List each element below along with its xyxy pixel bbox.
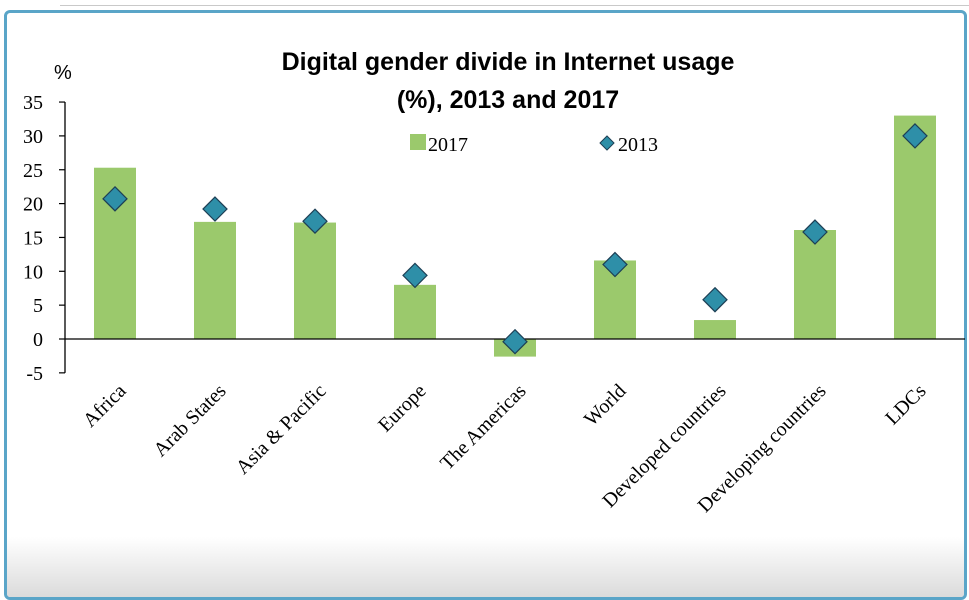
chart-svg: % Digital gender divide in Internet usag… (23, 48, 965, 517)
y-tick-label: 5 (33, 295, 43, 317)
bar-2017 (394, 284, 436, 339)
legend-swatch-2017 (410, 134, 426, 150)
y-axis-unit-label: % (54, 62, 72, 84)
y-tick-label: 30 (23, 126, 43, 148)
x-category-label: The Americas (436, 380, 531, 475)
marker-2013 (302, 208, 328, 235)
bar-2017 (894, 115, 936, 339)
plot-area: 35 30 25 20 15 10 5 0 -5 Africa Arab States Asia & … (23, 92, 965, 517)
chart-title-line-1: Digital gender divide in Internet usage (282, 48, 735, 76)
x-category-label: Asia & Pacific (232, 380, 331, 479)
legend-label-2013: 2013 (618, 134, 658, 156)
x-category-label: LDCs (881, 380, 930, 429)
chart-title-line-2: (%), 2013 and 2017 (397, 86, 619, 114)
legend-swatch-2013 (599, 135, 615, 151)
x-category-label: Africa (79, 380, 131, 432)
marker-2013 (202, 196, 228, 222)
y-tick-label: 25 (23, 160, 43, 182)
y-tick-label: 10 (23, 261, 43, 283)
marker-2013 (502, 328, 528, 355)
top-rule (60, 5, 969, 6)
x-category-label: Arab States (149, 380, 230, 461)
y-tick-label: 0 (33, 329, 43, 351)
legend: 2017 2013 (410, 134, 658, 156)
bar-2017 (794, 230, 836, 339)
marker-2013 (602, 251, 628, 278)
x-category-label: Europe (374, 380, 430, 436)
marker-2013 (702, 286, 728, 313)
marker-2013 (402, 262, 428, 289)
bar-2017 (294, 222, 336, 339)
y-tick-label: 20 (23, 194, 43, 216)
bar-2017 (694, 320, 736, 339)
y-tick-label: 15 (23, 227, 43, 249)
marker-2013 (802, 219, 828, 245)
marker-2013 (102, 186, 128, 212)
x-category-label: World (580, 380, 631, 431)
bar-2017 (194, 221, 236, 339)
y-tick-label: -5 (26, 363, 43, 385)
legend-label-2017: 2017 (428, 134, 468, 156)
y-tick-label: 35 (23, 92, 43, 114)
marker-2013 (902, 123, 928, 149)
